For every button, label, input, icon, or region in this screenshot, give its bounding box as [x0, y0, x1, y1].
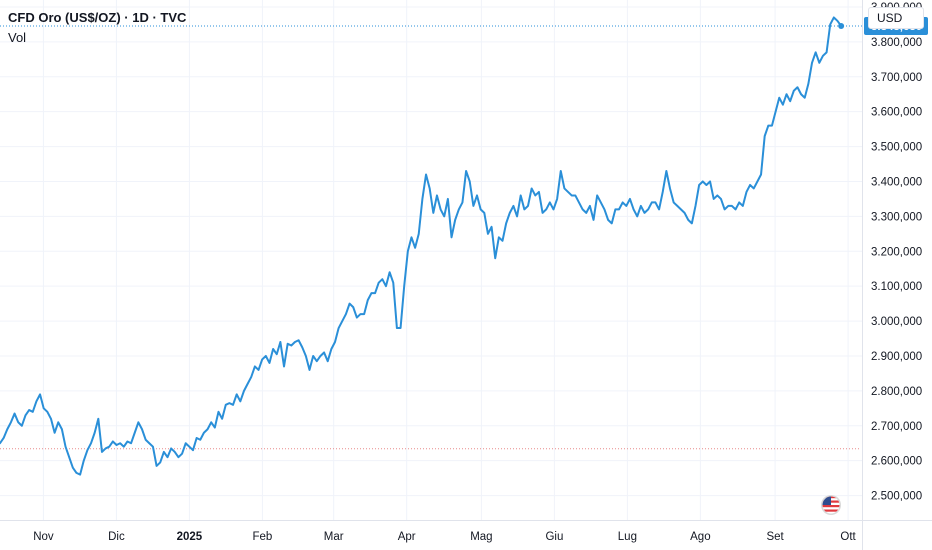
chart-legend: CFD Oro (US$/OZ) · 1D · TVC Vol — [8, 10, 186, 46]
y-tick-label-4: 2.900,000 — [871, 351, 922, 363]
y-tick-label-6: 3.100,000 — [871, 281, 922, 293]
y-tick-label-0: 2.500,000 — [871, 491, 922, 503]
x-tick-label-9: Ago — [690, 531, 710, 543]
x-tick-label-11: Ott — [840, 531, 856, 543]
y-tick-label-9: 3.400,000 — [871, 176, 922, 188]
x-tick-label-10: Set — [766, 531, 784, 543]
y-tick-label-10: 3.500,000 — [871, 142, 922, 154]
symbol-title[interactable]: CFD Oro (US$/OZ) · 1D · TVC — [8, 10, 187, 25]
x-tick-label-4: Mar — [324, 531, 344, 543]
last-price-dot — [838, 22, 845, 29]
currency-selector[interactable]: USD — [868, 7, 924, 29]
y-tick-label-3: 2.800,000 — [871, 386, 922, 398]
x-tick-label-5: Apr — [398, 531, 416, 543]
x-tick-label-7: Giu — [545, 531, 563, 543]
series-points — [0, 17, 841, 474]
x-tick-label-0: Nov — [33, 531, 54, 543]
x-tick-label-3: Feb — [253, 531, 273, 543]
y-tick-label-8: 3.300,000 — [871, 211, 922, 223]
y-tick-label-2: 2.700,000 — [871, 421, 922, 433]
y-tick-label-13: 3.800,000 — [871, 37, 922, 49]
y-tick-label-1: 2.600,000 — [871, 456, 922, 468]
y-tick-label-7: 3.200,000 — [871, 246, 922, 258]
y-tick-label-11: 3.600,000 — [871, 107, 922, 119]
x-tick-label-2: 2025 — [177, 531, 203, 543]
price-series-line — [0, 16, 843, 476]
us-flag-icon[interactable] — [821, 495, 841, 515]
price-axis[interactable]: 2.500,000 2.600,000 2.700,000 2.800,000 2.90… — [871, 2, 922, 503]
time-axis[interactable]: Nov Dic 2025 Feb Mar Apr Mag Giu Lug Ago Set Ott — [33, 531, 856, 543]
y-tick-label-12: 3.700,000 — [871, 72, 922, 84]
x-tick-label-8: Lug — [618, 531, 637, 543]
x-tick-label-1: Dic — [108, 531, 125, 543]
chart-grid — [0, 0, 862, 520]
x-tick-label-6: Mag — [470, 531, 492, 543]
y-tick-label-5: 3.000,000 — [871, 316, 922, 328]
volume-label[interactable]: Vol — [8, 30, 27, 45]
